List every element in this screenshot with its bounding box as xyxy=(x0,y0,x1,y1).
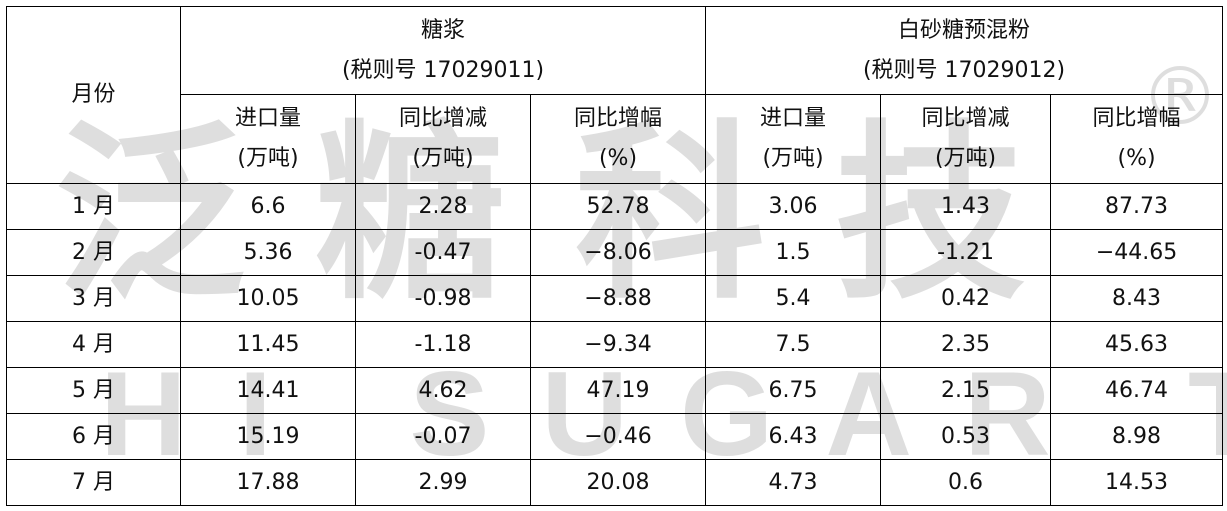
month-cell: 1 月 xyxy=(6,183,181,230)
data-row: 5 月 14.41 4.62 47.19 6.75 2.15 46.74 xyxy=(6,367,1224,414)
column-unit: (万吨) xyxy=(237,146,299,171)
value-cell: 2.28 xyxy=(355,183,531,230)
import-table: 月份 糖浆 (税则号 17029011) 白砂糖预混粉 (税则号 1702901… xyxy=(6,6,1224,506)
value-cell: -0.07 xyxy=(355,413,531,460)
month-header: 月份 xyxy=(6,6,181,184)
value-cell: -1.18 xyxy=(355,321,531,368)
group-name: 糖浆 xyxy=(421,17,466,43)
column-name: 同比增减 xyxy=(921,106,1010,131)
value-cell: 7.5 xyxy=(705,321,882,368)
column-unit: (%) xyxy=(598,146,638,171)
value-cell: 0.42 xyxy=(880,275,1052,322)
value-cell: 20.08 xyxy=(529,459,707,506)
column-name: 同比增幅 xyxy=(1092,106,1181,131)
value-cell: -1.21 xyxy=(880,229,1052,276)
value-cell: 87.73 xyxy=(1050,183,1224,230)
value-cell: -0.47 xyxy=(355,229,531,276)
value-cell: −9.34 xyxy=(529,321,707,368)
value-cell: 0.6 xyxy=(880,459,1052,506)
value-cell: 46.74 xyxy=(1050,367,1224,414)
month-cell: 5 月 xyxy=(6,367,181,414)
value-cell: 1.43 xyxy=(880,183,1052,230)
month-cell: 7 月 xyxy=(6,459,181,506)
column-unit: (万吨) xyxy=(762,146,824,171)
value-cell: −8.88 xyxy=(529,275,707,322)
column-unit: (%) xyxy=(1117,146,1156,171)
group-name: 白砂糖预混粉 xyxy=(898,17,1031,43)
value-cell: 5.36 xyxy=(180,229,356,276)
column-name: 进口量 xyxy=(760,106,827,131)
group-code: (税则号 17029012) xyxy=(862,57,1066,83)
column-name: 进口量 xyxy=(234,106,301,131)
value-cell: 6.43 xyxy=(705,413,882,460)
value-cell: 45.63 xyxy=(1050,321,1224,368)
data-row: 4 月 11.45 -1.18 −9.34 7.5 2.35 45.63 xyxy=(6,321,1224,368)
column-header: 同比增减 (万吨) xyxy=(880,94,1052,184)
value-cell: 5.4 xyxy=(705,275,882,322)
column-header-row: 进口量 (万吨) 同比增减 (万吨) 同比增幅 (%) 进口量 (万吨) 同比增减 (万吨) 同比增… xyxy=(7,94,1224,184)
value-cell: 6.75 xyxy=(705,367,882,414)
value-cell: 11.45 xyxy=(180,321,356,368)
value-cell: 1.5 xyxy=(705,229,882,276)
column-header: 进口量 (万吨) xyxy=(705,94,882,184)
value-cell: 2.99 xyxy=(355,459,531,506)
value-cell: −44.65 xyxy=(1050,229,1224,276)
column-name: 同比增减 xyxy=(398,106,487,131)
value-cell: 8.43 xyxy=(1050,275,1224,322)
column-unit: (万吨) xyxy=(412,146,474,171)
column-header: 进口量 (万吨) xyxy=(180,94,356,184)
data-row: 3 月 10.05 -0.98 −8.88 5.4 0.42 8.43 xyxy=(6,275,1224,322)
group-header: 糖浆 (税则号 17029011) xyxy=(179,6,707,95)
column-unit: (万吨) xyxy=(934,146,997,171)
data-row: 6 月 15.19 -0.07 −0.46 6.43 0.53 8.98 xyxy=(6,413,1224,460)
value-cell: 10.05 xyxy=(180,275,356,322)
group-header: 白砂糖预混粉 (税则号 17029012) xyxy=(705,6,1224,95)
column-name: 同比增幅 xyxy=(574,106,663,131)
value-cell: 2.15 xyxy=(880,367,1052,414)
value-cell: 4.73 xyxy=(705,459,882,506)
column-header: 同比增幅 (%) xyxy=(529,94,707,184)
value-cell: 4.62 xyxy=(355,367,531,414)
data-row: 1 月 6.6 2.28 52.78 3.06 1.43 87.73 xyxy=(6,183,1224,230)
value-cell: 52.78 xyxy=(529,183,707,230)
value-cell: −8.06 xyxy=(529,229,707,276)
header-row: 月份 糖浆 (税则号 17029011) 白砂糖预混粉 (税则号 1702901… xyxy=(6,6,1224,184)
group-code: (税则号 17029011) xyxy=(341,57,545,83)
table-head: 月份 糖浆 (税则号 17029011) 白砂糖预混粉 (税则号 1702901… xyxy=(6,6,1224,184)
column-header: 同比增减 (万吨) xyxy=(355,94,531,184)
value-cell: 2.35 xyxy=(880,321,1052,368)
value-cell: 14.53 xyxy=(1050,459,1224,506)
value-cell: 6.6 xyxy=(180,183,356,230)
value-cell: 0.53 xyxy=(880,413,1052,460)
value-cell: −0.46 xyxy=(529,413,707,460)
value-cell: 17.88 xyxy=(180,459,356,506)
value-cell: 14.41 xyxy=(180,367,356,414)
value-cell: 47.19 xyxy=(529,367,707,414)
month-cell: 4 月 xyxy=(6,321,181,368)
table-body: 1 月 6.6 2.28 52.78 3.06 1.43 87.73 2 月 5.36 -0.47… xyxy=(6,183,1224,506)
value-cell: 3.06 xyxy=(705,183,882,230)
value-cell: 8.98 xyxy=(1050,413,1224,460)
data-row: 7 月 17.88 2.99 20.08 4.73 0.6 14.53 xyxy=(6,459,1224,506)
value-cell: -0.98 xyxy=(355,275,531,322)
month-cell: 3 月 xyxy=(6,275,181,322)
data-row: 2 月 5.36 -0.47 −8.06 1.5 -1.21 −44.65 xyxy=(6,229,1224,276)
value-cell: 15.19 xyxy=(180,413,356,460)
month-cell: 2 月 xyxy=(6,229,181,276)
column-header: 同比增幅 (%) xyxy=(1050,94,1224,184)
month-cell: 6 月 xyxy=(6,413,181,460)
